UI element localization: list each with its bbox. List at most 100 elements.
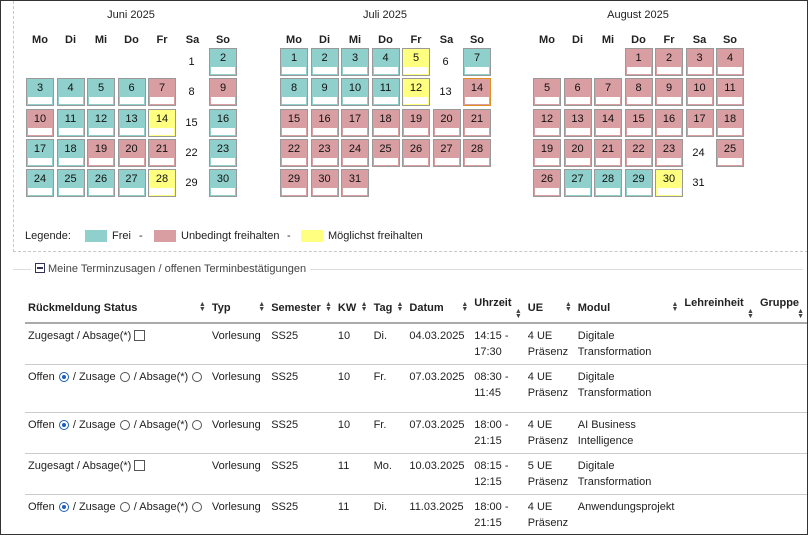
calendar-day[interactable]: 17	[685, 108, 714, 137]
collapse-icon[interactable]	[35, 263, 45, 273]
calendar-day[interactable]: 19	[87, 138, 115, 167]
calendar-day[interactable]: 18	[56, 138, 85, 167]
absage-radio[interactable]	[192, 372, 203, 382]
calendar-day[interactable]: 27	[432, 138, 461, 167]
sort-icon[interactable]: ▲ ▼	[747, 308, 754, 320]
calendar-day[interactable]: 16	[310, 108, 339, 137]
calendar-day[interactable]: 13	[117, 108, 146, 137]
sort-icon[interactable]: ▲ ▼	[564, 301, 572, 313]
calendar-day[interactable]: 15	[179, 109, 207, 137]
calendar-day[interactable]: 14	[148, 108, 176, 137]
calendar-day[interactable]: 10	[685, 78, 714, 107]
calendar-day[interactable]: 30	[310, 169, 339, 198]
calendar-day[interactable]: 13	[563, 108, 592, 137]
calendar-day[interactable]: 16	[655, 108, 683, 137]
calendar-day[interactable]: 2	[655, 48, 683, 76]
calendar-day[interactable]: 1	[179, 48, 207, 76]
calendar-day[interactable]: 4	[371, 48, 400, 76]
calendar-day[interactable]: 23	[310, 138, 339, 167]
calendar-day[interactable]: 25	[716, 138, 744, 167]
zusage-radio[interactable]	[119, 420, 130, 430]
zusage-radio[interactable]	[119, 502, 130, 512]
calendar-day[interactable]: 6	[117, 78, 146, 107]
column-header[interactable]: Tag ▲ ▼	[370, 294, 407, 324]
calendar-day[interactable]: 3	[685, 48, 714, 76]
calendar-day[interactable]: 10	[26, 108, 54, 137]
calendar-day[interactable]: 28	[594, 169, 622, 198]
calendar-day[interactable]: 23	[655, 138, 683, 167]
calendar-day[interactable]: 11	[716, 78, 744, 107]
calendar-day[interactable]: 27	[117, 169, 146, 198]
section-header[interactable]: Meine Terminzusagen / offenen Terminbest…	[31, 263, 311, 275]
calendar-day[interactable]: 8	[624, 78, 653, 107]
calendar-day[interactable]: 22	[179, 139, 207, 167]
calendar-day[interactable]: 2	[310, 48, 339, 76]
calendar-day[interactable]: 24	[26, 169, 54, 198]
column-header[interactable]: Gruppe ▲ ▼	[756, 294, 807, 324]
calendar-day[interactable]: 20	[432, 108, 461, 137]
calendar-day[interactable]: 29	[624, 169, 653, 198]
calendar-day[interactable]: 21	[148, 138, 176, 167]
calendar-day[interactable]: 4	[56, 78, 85, 107]
zusage-radio[interactable]	[119, 372, 130, 382]
calendar-day[interactable]: 30	[655, 169, 683, 198]
calendar-day[interactable]: 7	[463, 48, 491, 76]
calendar-day[interactable]: 17	[26, 138, 54, 167]
absage-radio[interactable]	[192, 420, 203, 430]
offen-radio[interactable]	[58, 502, 69, 512]
calendar-day[interactable]: 31	[686, 169, 714, 197]
offen-radio[interactable]	[58, 372, 69, 382]
calendar-day[interactable]: 3	[341, 48, 369, 76]
column-header[interactable]: Semester ▲ ▼	[268, 294, 335, 324]
calendar-day[interactable]: 22	[624, 138, 653, 167]
calendar-day[interactable]: 4	[716, 48, 744, 76]
calendar-day[interactable]: 29	[179, 169, 207, 197]
calendar-day[interactable]: 12	[87, 108, 115, 137]
column-header[interactable]: Uhrzeit ▲ ▼	[471, 294, 525, 324]
calendar-day[interactable]: 12	[402, 78, 430, 107]
column-header[interactable]: Datum ▲ ▼	[406, 294, 472, 324]
sort-icon[interactable]: ▲ ▼	[396, 301, 404, 313]
offen-radio[interactable]	[58, 420, 69, 430]
calendar-day[interactable]: 23	[209, 138, 237, 167]
absage-checkbox[interactable]	[134, 330, 146, 341]
calendar-day[interactable]: 13	[433, 78, 461, 106]
calendar-day[interactable]: 22	[280, 138, 308, 167]
column-header[interactable]: Typ ▲ ▼	[208, 294, 269, 324]
calendar-day[interactable]: 8	[280, 78, 308, 107]
calendar-day[interactable]: 1	[280, 48, 308, 76]
calendar-day[interactable]: 19	[533, 138, 561, 167]
calendar-day[interactable]: 16	[209, 108, 237, 137]
calendar-day[interactable]: 15	[624, 108, 653, 137]
calendar-day[interactable]: 9	[209, 78, 237, 107]
calendar-day[interactable]: 24	[686, 139, 714, 167]
calendar-day[interactable]: 7	[148, 78, 176, 107]
calendar-day[interactable]: 10	[341, 78, 369, 107]
sort-icon[interactable]: ▲ ▼	[198, 301, 206, 313]
calendar-day[interactable]: 26	[402, 138, 430, 167]
calendar-day[interactable]: 15	[280, 108, 308, 137]
absage-checkbox[interactable]	[134, 460, 146, 471]
calendar-day[interactable]: 21	[594, 138, 622, 167]
sort-icon[interactable]: ▲ ▼	[258, 301, 266, 313]
sort-icon[interactable]: ▲ ▼	[360, 301, 368, 313]
calendar-day[interactable]: 29	[280, 169, 308, 198]
calendar-day[interactable]: 27	[563, 169, 592, 198]
calendar-day[interactable]: 26	[533, 169, 561, 198]
calendar-day[interactable]: 12	[533, 108, 561, 137]
calendar-day[interactable]: 24	[341, 138, 369, 167]
calendar-day[interactable]: 18	[371, 108, 400, 137]
calendar-day[interactable]: 14	[594, 108, 622, 137]
sort-icon[interactable]: ▲ ▼	[324, 301, 332, 313]
calendar-day[interactable]: 11	[371, 78, 400, 107]
sort-icon[interactable]: ▲ ▼	[671, 301, 679, 313]
calendar-day[interactable]: 17	[341, 108, 369, 137]
calendar-day[interactable]: 30	[209, 169, 237, 198]
calendar-day[interactable]: 1	[624, 48, 653, 76]
calendar-day[interactable]: 28	[148, 169, 176, 198]
calendar-day[interactable]: 6	[433, 48, 461, 76]
column-header[interactable]: Lehreinheit ▲ ▼	[681, 294, 757, 324]
calendar-day[interactable]: 6	[563, 78, 592, 107]
absage-radio[interactable]	[192, 502, 203, 512]
calendar-day[interactable]: 25	[371, 138, 400, 167]
